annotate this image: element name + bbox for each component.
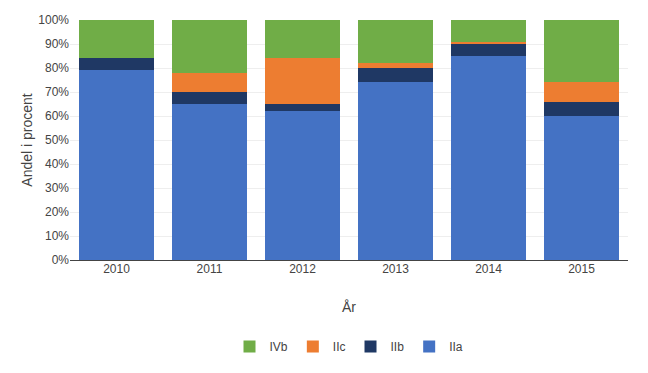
svg-text:2014: 2014: [475, 262, 502, 276]
svg-text:2015: 2015: [568, 262, 595, 276]
svg-text:2011: 2011: [197, 262, 223, 276]
svg-text:2012: 2012: [289, 262, 316, 276]
svg-text:IIc: IIc: [333, 340, 346, 354]
svg-text:IVb: IVb: [270, 340, 288, 354]
svg-text:100%: 100%: [38, 13, 69, 27]
svg-text:90%: 90%: [45, 37, 69, 51]
svg-text:30%: 30%: [45, 181, 69, 195]
svg-text:År: År: [342, 299, 356, 315]
svg-text:IIb: IIb: [391, 340, 405, 354]
svg-text:10%: 10%: [45, 229, 69, 243]
svg-text:40%: 40%: [45, 157, 69, 171]
svg-text:IIa: IIa: [449, 340, 463, 354]
svg-text:2010: 2010: [103, 262, 130, 276]
svg-text:70%: 70%: [45, 85, 69, 99]
svg-text:20%: 20%: [45, 205, 69, 219]
svg-text:Andel i procent: Andel i procent: [19, 93, 35, 187]
svg-text:0%: 0%: [52, 253, 70, 267]
svg-text:50%: 50%: [45, 133, 69, 147]
svg-text:80%: 80%: [45, 61, 69, 75]
svg-text:60%: 60%: [45, 109, 69, 123]
svg-text:2013: 2013: [382, 262, 409, 276]
